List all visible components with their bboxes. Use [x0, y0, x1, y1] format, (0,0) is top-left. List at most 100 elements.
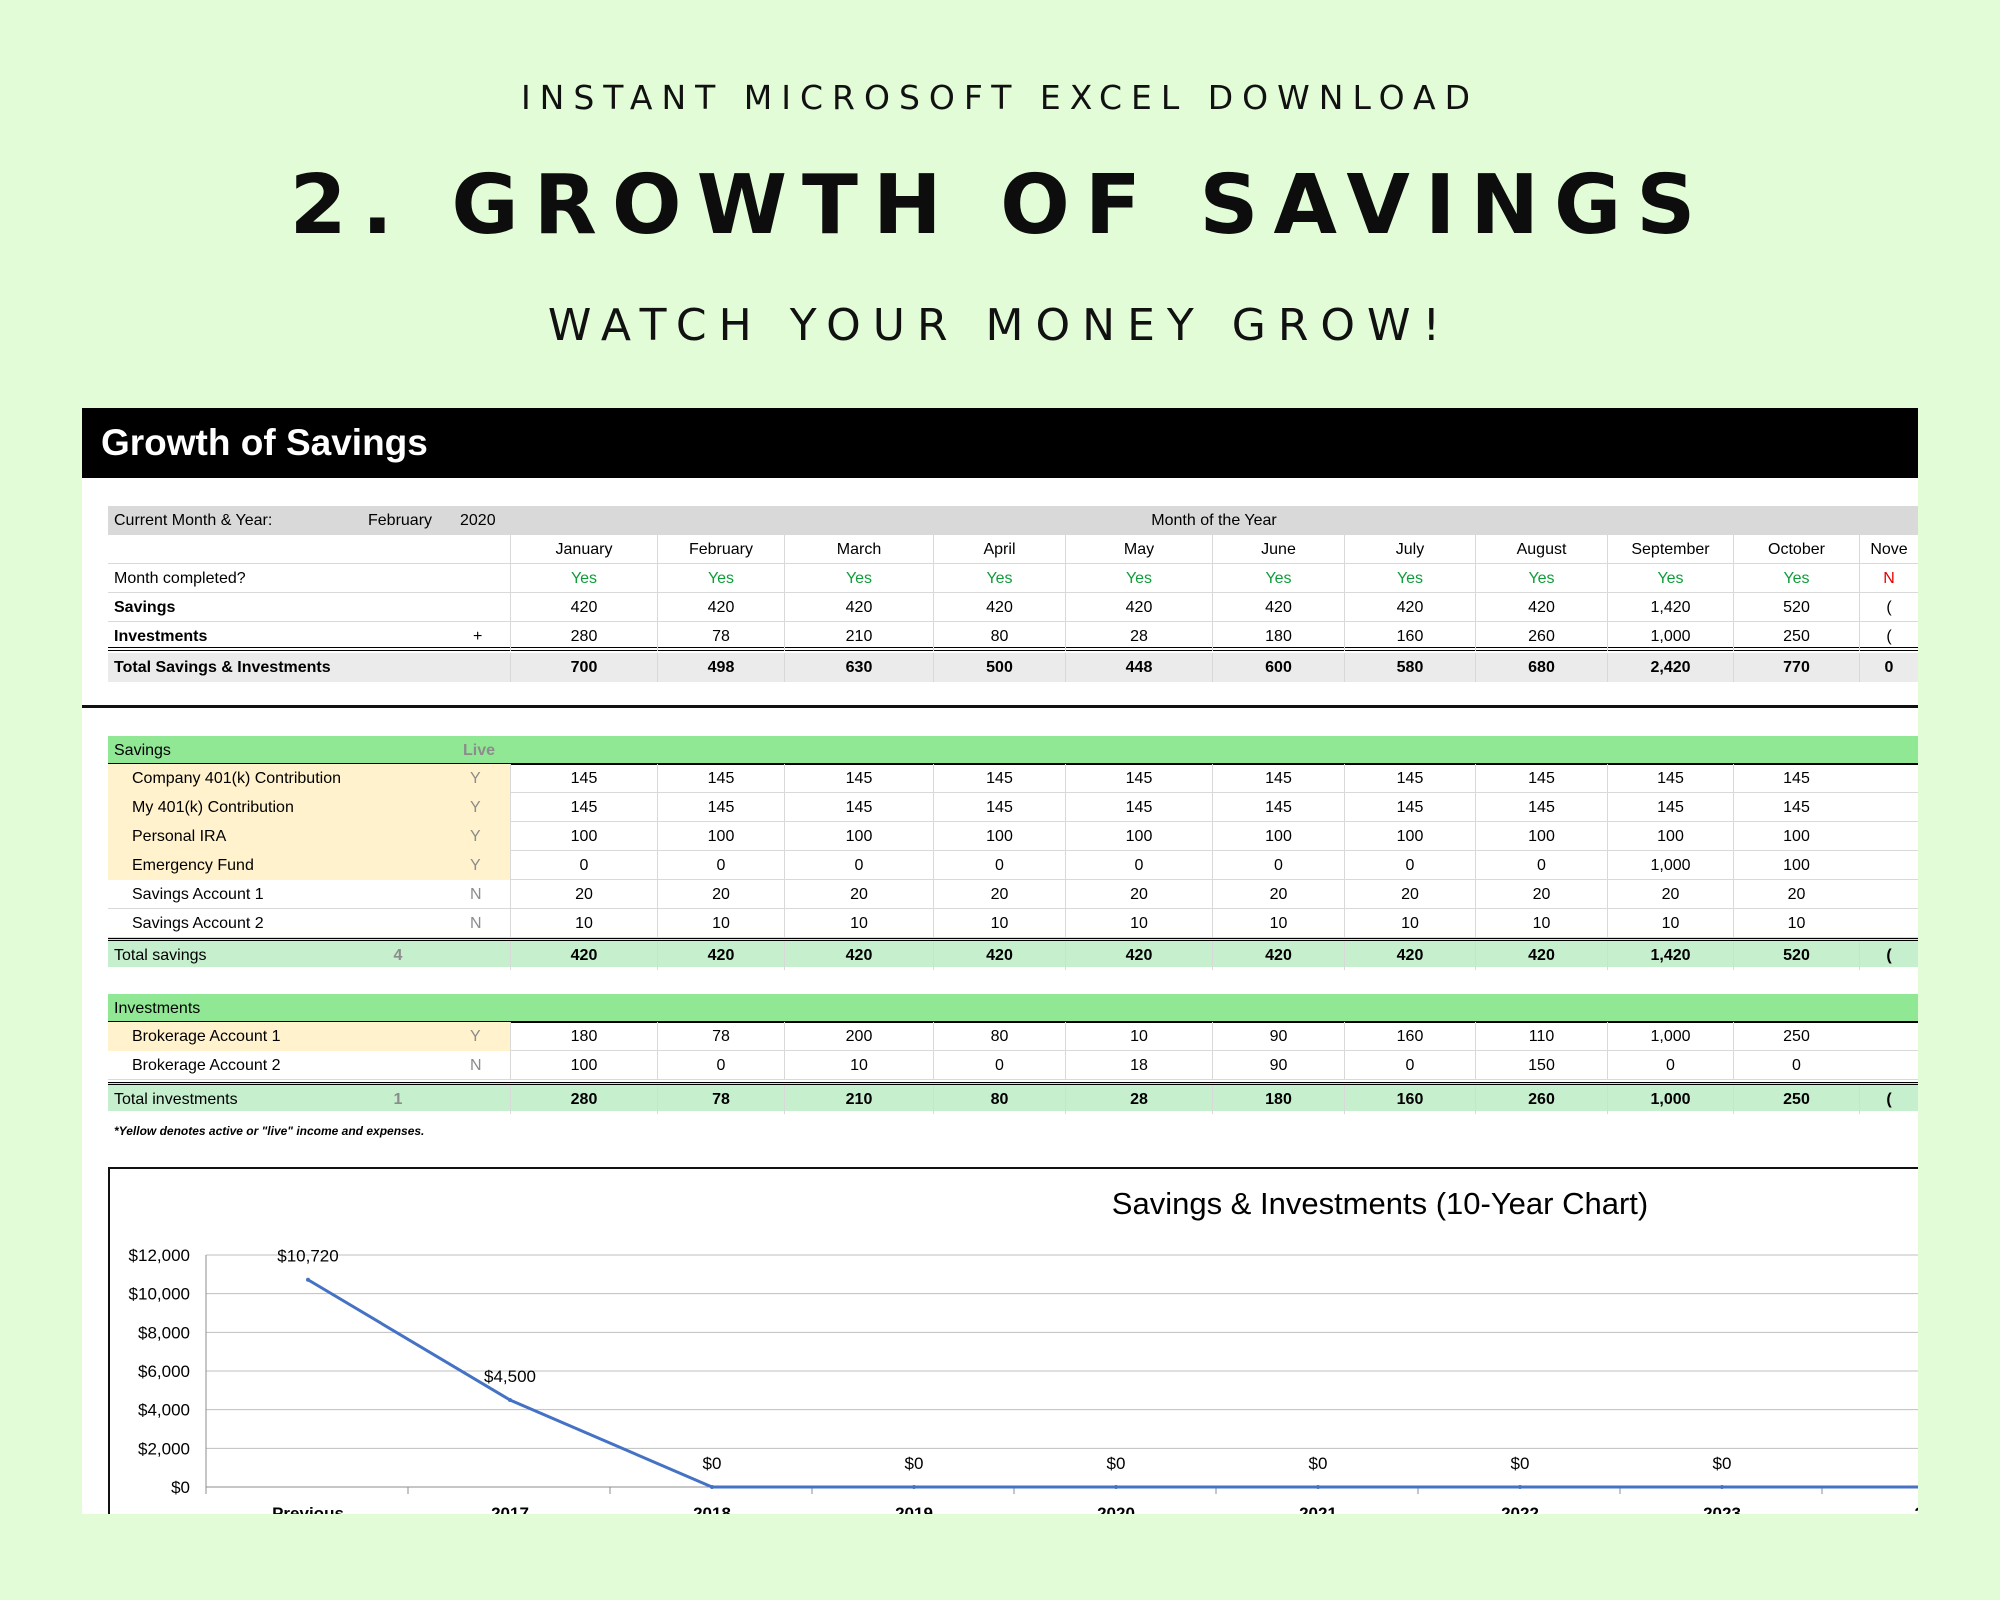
- value-cell[interactable]: 1,000: [1607, 622, 1733, 651]
- month-header[interactable]: July: [1344, 535, 1475, 564]
- value-cell[interactable]: 10: [1475, 909, 1607, 938]
- value-cell[interactable]: (: [1859, 941, 1918, 970]
- value-cell[interactable]: 18: [1065, 1051, 1212, 1080]
- live-flag[interactable]: Y: [470, 770, 481, 787]
- value-cell[interactable]: Yes: [1733, 564, 1859, 593]
- value-cell[interactable]: 100: [657, 822, 784, 851]
- value-cell[interactable]: 100: [1065, 822, 1212, 851]
- value-cell[interactable]: 28: [1065, 1085, 1212, 1114]
- value-cell[interactable]: 20: [1344, 880, 1475, 909]
- value-cell[interactable]: 180: [1212, 1085, 1344, 1114]
- value-cell[interactable]: 145: [1344, 793, 1475, 822]
- value-cell[interactable]: 100: [784, 822, 933, 851]
- value-cell[interactable]: 150: [1475, 1051, 1607, 1080]
- value-cell[interactable]: 420: [1212, 941, 1344, 970]
- value-cell[interactable]: 0: [510, 851, 657, 880]
- value-cell[interactable]: 10: [784, 909, 933, 938]
- value-cell[interactable]: Yes: [784, 564, 933, 593]
- value-cell[interactable]: 200: [784, 1022, 933, 1051]
- value-cell[interactable]: 1,000: [1607, 1085, 1733, 1114]
- value-cell[interactable]: 420: [1212, 593, 1344, 622]
- value-cell[interactable]: (: [1859, 622, 1918, 651]
- value-cell[interactable]: 90: [1212, 1022, 1344, 1051]
- value-cell[interactable]: 100: [1607, 822, 1733, 851]
- value-cell[interactable]: 100: [1733, 822, 1859, 851]
- value-cell[interactable]: 420: [510, 593, 657, 622]
- value-cell[interactable]: 145: [1607, 793, 1733, 822]
- value-cell[interactable]: 0: [1065, 851, 1212, 880]
- value-cell[interactable]: 145: [1065, 764, 1212, 793]
- value-cell[interactable]: 145: [933, 764, 1065, 793]
- value-cell[interactable]: 420: [1065, 941, 1212, 970]
- value-cell[interactable]: 20: [1065, 880, 1212, 909]
- value-cell[interactable]: 20: [933, 880, 1065, 909]
- value-cell[interactable]: 20: [784, 880, 933, 909]
- value-cell[interactable]: Yes: [1212, 564, 1344, 593]
- value-cell[interactable]: 160: [1344, 1022, 1475, 1051]
- value-cell[interactable]: 145: [510, 793, 657, 822]
- value-cell[interactable]: 520: [1733, 941, 1859, 970]
- value-cell[interactable]: 80: [933, 622, 1065, 651]
- value-cell[interactable]: 0: [657, 851, 784, 880]
- value-cell[interactable]: Yes: [933, 564, 1065, 593]
- value-cell[interactable]: Yes: [1607, 564, 1733, 593]
- value-cell[interactable]: 0: [933, 1051, 1065, 1080]
- value-cell[interactable]: 0: [1859, 653, 1918, 682]
- value-cell[interactable]: 145: [1733, 793, 1859, 822]
- value-cell[interactable]: 770: [1733, 653, 1859, 682]
- value-cell[interactable]: 20: [1607, 880, 1733, 909]
- value-cell[interactable]: 420: [1344, 593, 1475, 622]
- value-cell[interactable]: 500: [933, 653, 1065, 682]
- value-cell[interactable]: 420: [784, 593, 933, 622]
- value-cell[interactable]: 260: [1475, 1085, 1607, 1114]
- value-cell[interactable]: 145: [1733, 764, 1859, 793]
- value-cell[interactable]: 80: [933, 1085, 1065, 1114]
- value-cell[interactable]: 100: [510, 1051, 657, 1080]
- month-header[interactable]: June: [1212, 535, 1344, 564]
- value-cell[interactable]: 145: [784, 764, 933, 793]
- value-cell[interactable]: 78: [657, 1022, 784, 1051]
- value-cell[interactable]: 420: [510, 941, 657, 970]
- value-cell[interactable]: 0: [933, 851, 1065, 880]
- value-cell[interactable]: 160: [1344, 622, 1475, 651]
- value-cell[interactable]: 0: [1344, 1051, 1475, 1080]
- live-flag[interactable]: N: [470, 915, 482, 932]
- month-header[interactable]: March: [784, 535, 933, 564]
- value-cell[interactable]: 100: [510, 822, 657, 851]
- live-flag[interactable]: N: [470, 1057, 482, 1074]
- value-cell[interactable]: 250: [1733, 1022, 1859, 1051]
- value-cell[interactable]: 630: [784, 653, 933, 682]
- value-cell[interactable]: 20: [1212, 880, 1344, 909]
- value-cell[interactable]: 498: [657, 653, 784, 682]
- value-cell[interactable]: 78: [657, 622, 784, 651]
- value-cell[interactable]: 20: [1733, 880, 1859, 909]
- value-cell[interactable]: 0: [1607, 1051, 1733, 1080]
- value-cell[interactable]: 680: [1475, 653, 1607, 682]
- value-cell[interactable]: 0: [657, 1051, 784, 1080]
- value-cell[interactable]: 260: [1475, 622, 1607, 651]
- value-cell[interactable]: 1,420: [1607, 941, 1733, 970]
- value-cell[interactable]: 145: [510, 764, 657, 793]
- value-cell[interactable]: 10: [933, 909, 1065, 938]
- value-cell[interactable]: 20: [1475, 880, 1607, 909]
- live-flag[interactable]: Y: [470, 799, 481, 816]
- value-cell[interactable]: 78: [657, 1085, 784, 1114]
- value-cell[interactable]: 180: [1212, 622, 1344, 651]
- value-cell[interactable]: 145: [1475, 793, 1607, 822]
- value-cell[interactable]: 520: [1733, 593, 1859, 622]
- value-cell[interactable]: Yes: [1065, 564, 1212, 593]
- current-year-value[interactable]: 2020: [460, 512, 496, 529]
- value-cell[interactable]: 145: [657, 793, 784, 822]
- value-cell[interactable]: 280: [510, 622, 657, 651]
- value-cell[interactable]: 2,420: [1607, 653, 1733, 682]
- value-cell[interactable]: 100: [1212, 822, 1344, 851]
- row-label[interactable]: Savings Account 1: [132, 886, 264, 903]
- value-cell[interactable]: 600: [1212, 653, 1344, 682]
- current-month-value[interactable]: February: [368, 512, 433, 529]
- month-header[interactable]: April: [933, 535, 1065, 564]
- row-label[interactable]: Savings Account 2: [132, 915, 264, 932]
- month-header[interactable]: October: [1733, 535, 1859, 564]
- value-cell[interactable]: 20: [510, 880, 657, 909]
- value-cell[interactable]: 0: [1475, 851, 1607, 880]
- value-cell[interactable]: 420: [657, 941, 784, 970]
